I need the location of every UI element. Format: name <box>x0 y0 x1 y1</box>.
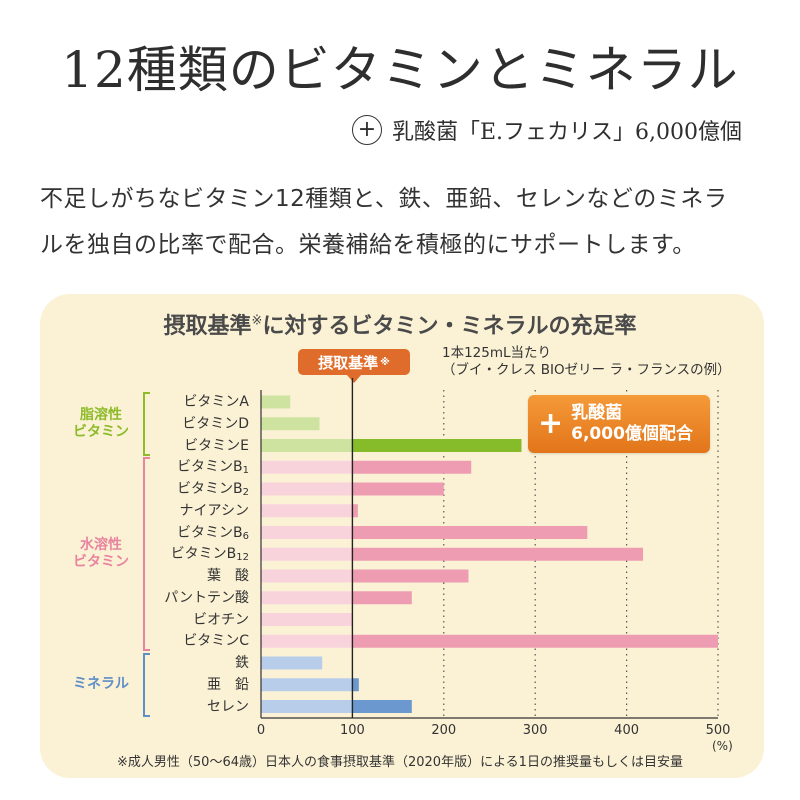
row-label-12: 鉄 <box>235 655 249 671</box>
x-axis-unit: (%) <box>712 739 733 753</box>
group-label-1-line-1: ビタミン <box>73 554 129 571</box>
page-title: 12種類のビタミンとミネラル <box>61 41 739 99</box>
x-tick-400: 400 <box>614 723 639 738</box>
standard-badge-pointer <box>347 375 361 383</box>
description: 不足しがちなビタミン12種類と、鉄、亜鉛、セレンなどのミネラ ルを独自の比率で配… <box>40 176 780 268</box>
row-label-14: セレン <box>207 698 249 715</box>
row-label-10: ビオチン <box>193 611 249 628</box>
group-label-2: ミネラル <box>66 676 136 693</box>
row-label-3: ビタミンB1 <box>177 459 249 477</box>
row-label-0: ビタミンA <box>183 394 249 410</box>
x-tick-200: 200 <box>431 723 457 738</box>
chart-title-main: 摂取基準 <box>163 314 252 339</box>
row-label-4: ビタミンB2 <box>177 481 249 498</box>
x-tick-300: 300 <box>522 723 548 738</box>
standard-badge-mark: ※ <box>380 356 390 368</box>
group-label-2-line-0: ミネラル <box>73 676 129 693</box>
plus-icon: + <box>538 406 564 441</box>
x-tick-0: 0 <box>256 723 266 738</box>
subtitle: + 乳酸菌「E.フェカリス」6,000億個 <box>351 112 742 148</box>
row-label-9: パントテン酸 <box>164 589 249 606</box>
group-bracket-1 <box>143 457 150 652</box>
lactobacillus-badge-text: 乳酸菌 6,000億個配合 <box>571 403 693 445</box>
group-label-0-line-0: 脂溶性 <box>80 406 122 423</box>
row-label-2: ビタミンE <box>184 437 249 454</box>
group-bracket-2 <box>143 653 150 717</box>
group-bracket-0 <box>143 392 150 456</box>
footnote: ※成人男性（50〜64歳）日本人の食事摂取基準（2020年版）による1日の推奨量… <box>117 755 683 770</box>
subtitle-text: 乳酸菌「E.フェカリス」6,000億個 <box>391 120 742 145</box>
serving-note-line-1: 1本125mL当たり <box>442 345 552 361</box>
lactobacillus-badge-line-2: 6,000億個配合 <box>571 424 693 444</box>
row-label-1: ビタミンD <box>182 415 249 432</box>
serving-note-line-2: （ブイ・クレス BIOゼリー ラ・フランスの例） <box>442 362 731 378</box>
row-label-7: ビタミンB12 <box>170 546 249 564</box>
row-label-11: ビタミンC <box>183 633 249 650</box>
description-line-1: 不足しがちなビタミン12種類と、鉄、亜鉛、セレンなどのミネラ <box>40 186 728 212</box>
description-line-2: ルを独自の比率で配合。栄養補給を積極的にサポートします。 <box>40 232 696 258</box>
x-tick-100: 100 <box>339 723 365 738</box>
chart-title-rest: に対するビタミン・ミネラルの充足率 <box>262 314 637 339</box>
group-label-0-line-1: ビタミン <box>73 423 129 440</box>
group-label-1: 水溶性 ビタミン <box>66 537 136 571</box>
row-label-6: ビタミンB6 <box>177 524 249 542</box>
chart-title-mark: ※ <box>251 313 263 329</box>
group-label-1-line-0: 水溶性 <box>80 537 122 554</box>
lactobacillus-badge: + 乳酸菌 6,000億個配合 <box>528 395 710 453</box>
standard-badge-text: 摂取基準 <box>318 353 379 372</box>
group-label-0: 脂溶性 ビタミン <box>66 407 136 441</box>
row-label-13: 亜 鉛 <box>207 676 249 693</box>
chart-title: 摂取基準※に対するビタミン・ミネラルの充足率 <box>0 308 800 340</box>
x-tick-500: 500 <box>705 723 731 738</box>
plus-circle-icon: + <box>351 115 382 145</box>
lactobacillus-badge-line-1: 乳酸菌 <box>571 403 623 423</box>
row-label-5: ナイアシン <box>179 502 249 519</box>
serving-note: 1本125mL当たり （ブイ・クレス BIOゼリー ラ・フランスの例） <box>442 345 731 379</box>
row-label-8: 葉 酸 <box>207 568 249 584</box>
standard-badge: 摂取基準 ※ <box>298 349 410 375</box>
